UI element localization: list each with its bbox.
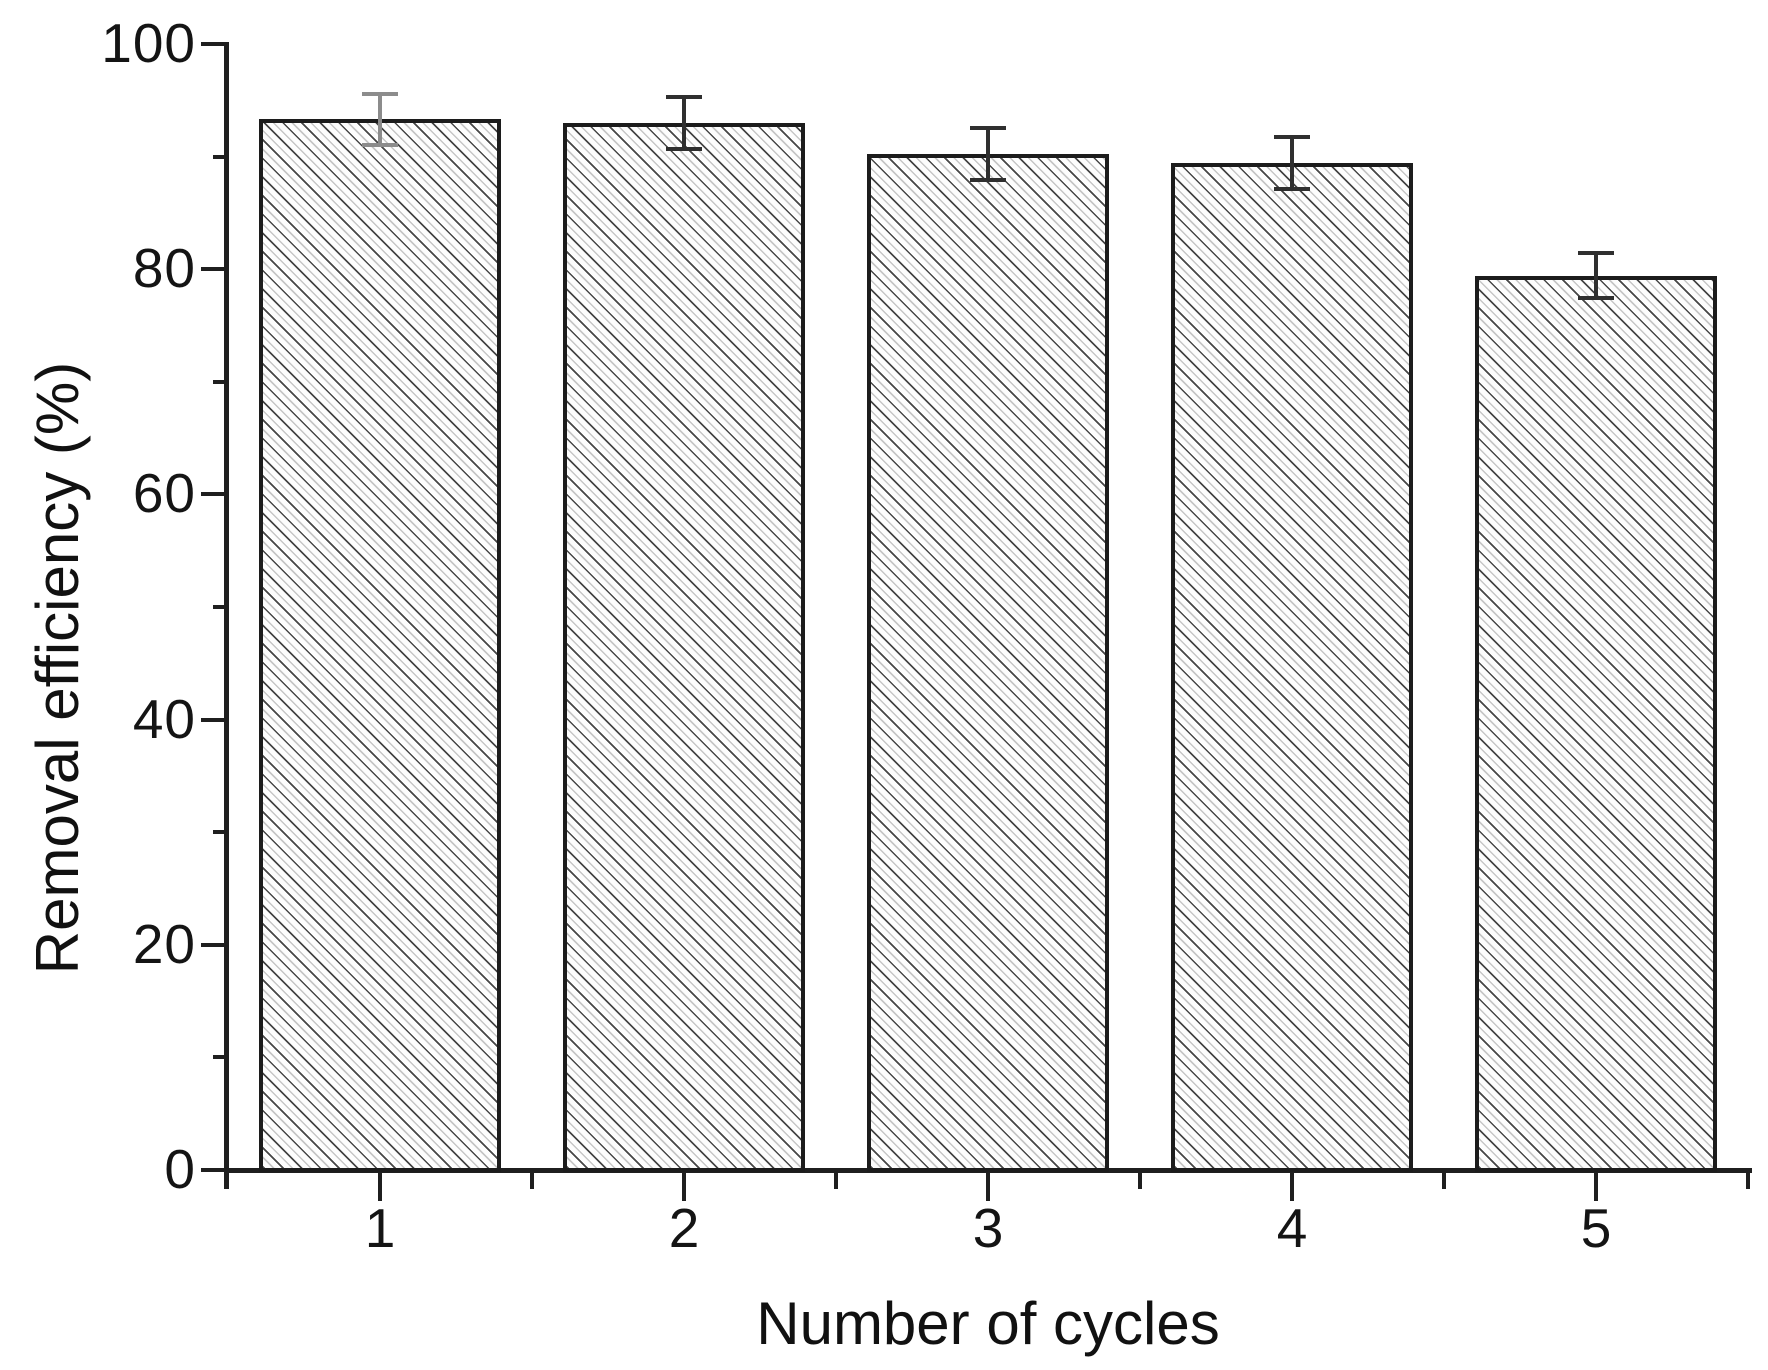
y-tick-label: 60 (132, 462, 196, 525)
x-axis-title: Number of cycles (756, 1290, 1220, 1357)
error-bar-cap-bottom (1274, 187, 1310, 192)
bar (1475, 275, 1717, 1172)
x-tick-label: 3 (972, 1197, 1004, 1259)
error-bar (986, 128, 990, 181)
y-minor-tick (213, 830, 228, 835)
error-bar-cap-top (362, 91, 398, 96)
y-tick-label: 80 (132, 237, 196, 300)
x-major-tick (378, 1173, 382, 1201)
x-major-tick (1594, 1173, 1598, 1201)
y-minor-tick (213, 605, 228, 609)
y-major-tick (201, 267, 228, 272)
x-boundary-tick (224, 1173, 229, 1189)
error-bar-cap-bottom (970, 178, 1006, 183)
error-bar-cap-top (1578, 251, 1614, 256)
y-minor-tick (213, 379, 228, 384)
x-boundary-tick (1746, 1173, 1750, 1189)
x-tick-label: 2 (668, 1197, 700, 1259)
x-tick-label: 1 (364, 1197, 396, 1259)
y-major-tick (201, 42, 228, 46)
bar (563, 122, 805, 1172)
error-bar (1594, 253, 1598, 299)
y-tick-label: 20 (132, 912, 196, 975)
error-bar (378, 93, 382, 146)
y-major-tick (201, 942, 228, 947)
x-tick-label: 4 (1276, 1197, 1308, 1259)
x-tick-label: 5 (1580, 1197, 1612, 1259)
bar (259, 119, 501, 1172)
x-major-tick (986, 1173, 990, 1201)
error-bar-cap-top (1274, 135, 1310, 140)
y-major-tick (201, 492, 228, 497)
x-boundary-tick (530, 1173, 534, 1189)
y-tick-label: 0 (164, 1138, 196, 1200)
y-axis-line (224, 42, 229, 1188)
y-tick-label: 100 (101, 12, 196, 74)
error-bar-cap-top (666, 94, 702, 99)
bar (1171, 163, 1413, 1172)
error-bar-cap-bottom (1578, 296, 1614, 301)
error-bar-cap-bottom (362, 143, 398, 148)
x-boundary-tick (1442, 1173, 1446, 1189)
y-tick-label: 40 (132, 687, 196, 750)
error-bar-cap-top (970, 126, 1006, 131)
x-boundary-tick (834, 1173, 838, 1189)
y-major-tick (201, 1168, 228, 1172)
x-major-tick (1290, 1173, 1294, 1201)
x-boundary-tick (1138, 1173, 1142, 1189)
error-bar (1290, 137, 1294, 190)
y-minor-tick (213, 1055, 228, 1060)
error-bar-cap-bottom (666, 146, 702, 151)
y-minor-tick (213, 154, 228, 159)
y-major-tick (201, 717, 228, 722)
x-major-tick (682, 1173, 686, 1201)
bar (867, 154, 1109, 1172)
error-bar (682, 96, 686, 149)
